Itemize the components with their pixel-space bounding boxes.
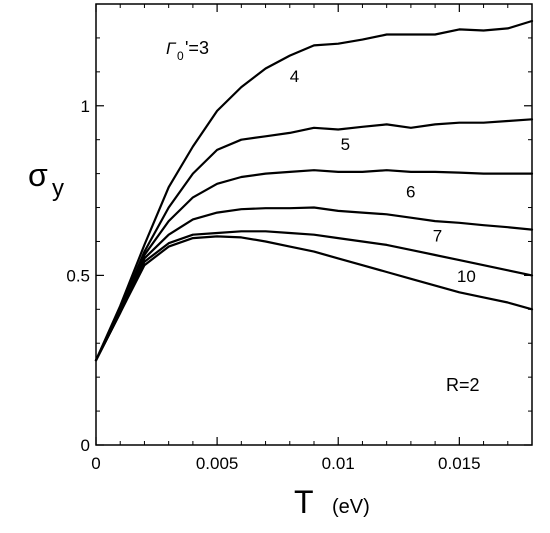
series-line-gamma-10 (94, 235, 534, 362)
gamma-value: '=3 (185, 38, 209, 58)
x-tick-label: 0 (91, 454, 100, 473)
curve-labels: 4 5 6 7 10 (290, 67, 476, 286)
series-line-gamma-7 (94, 230, 534, 362)
x-axis-unit: (eV) (332, 496, 370, 518)
y-tick-label: 0 (81, 436, 90, 455)
series-line-gamma-5 (94, 169, 534, 362)
curve-label-5: 5 (341, 135, 350, 154)
y-tick-label: 0.5 (66, 266, 90, 285)
y-axis-subscript: y (52, 175, 64, 202)
curve-label-4: 4 (290, 67, 299, 86)
axis-ticks: 0 0.005 0.01 0.015 0 0.5 1 (66, 4, 532, 473)
curve-label-10: 10 (457, 267, 476, 286)
series-line-gamma-6 (94, 206, 534, 362)
x-tick-label: 0.01 (322, 454, 355, 473)
series-line-gamma-4 (94, 118, 534, 362)
series-lines (94, 19, 534, 362)
gamma-annotation: Γ 0 '=3 (166, 38, 209, 63)
gamma-subscript: 0 (177, 49, 184, 63)
x-axis-letter: T (294, 484, 314, 520)
series-line-gamma-3 (94, 19, 534, 362)
y-tick-label: 1 (81, 97, 90, 116)
x-tick-label: 0.015 (438, 454, 481, 473)
curve-label-7: 7 (433, 226, 442, 245)
x-tick-label: 0.005 (196, 454, 239, 473)
gamma-symbol: Γ (166, 39, 177, 58)
curve-label-6: 6 (406, 182, 415, 201)
y-axis-letter: σ (28, 157, 48, 193)
r-annotation: R=2 (446, 375, 480, 395)
